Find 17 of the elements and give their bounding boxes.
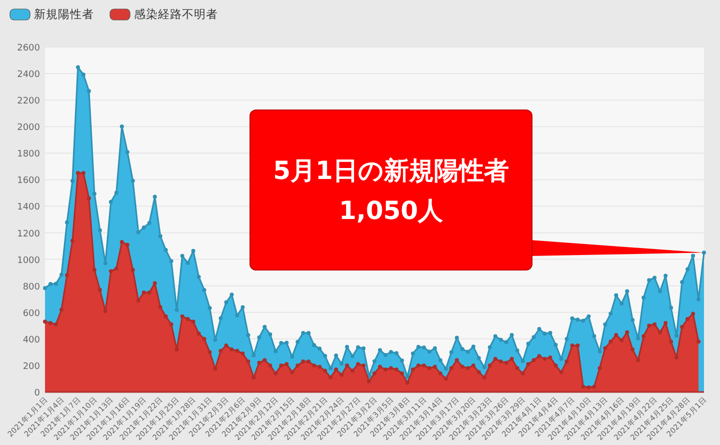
y-tick-label: 2400 xyxy=(17,70,40,80)
y-tick-label: 1000 xyxy=(17,256,40,266)
y-tick-label: 2200 xyxy=(17,96,40,107)
y-tick-label: 1600 xyxy=(17,176,40,186)
y-tick-label: 400 xyxy=(22,335,40,346)
y-tick-label: 1800 xyxy=(17,150,40,160)
y-tick-label: 200 xyxy=(22,362,40,372)
annotation: 5月1日の新規陽性者 1,050人 xyxy=(273,156,509,225)
legend-label: 感染経路不明者 xyxy=(134,7,218,21)
y-tick-label: 1200 xyxy=(17,229,40,240)
y-tick-label: 800 xyxy=(22,282,40,292)
y-tick-label: 2600 xyxy=(17,44,40,54)
y-tick-label: 0 xyxy=(34,388,40,398)
y-tick-label: 600 xyxy=(22,308,40,319)
legend-label: 新規陽性者 xyxy=(34,7,94,21)
y-tick-label: 1400 xyxy=(17,202,40,213)
y-tick-label: 2000 xyxy=(17,123,40,134)
